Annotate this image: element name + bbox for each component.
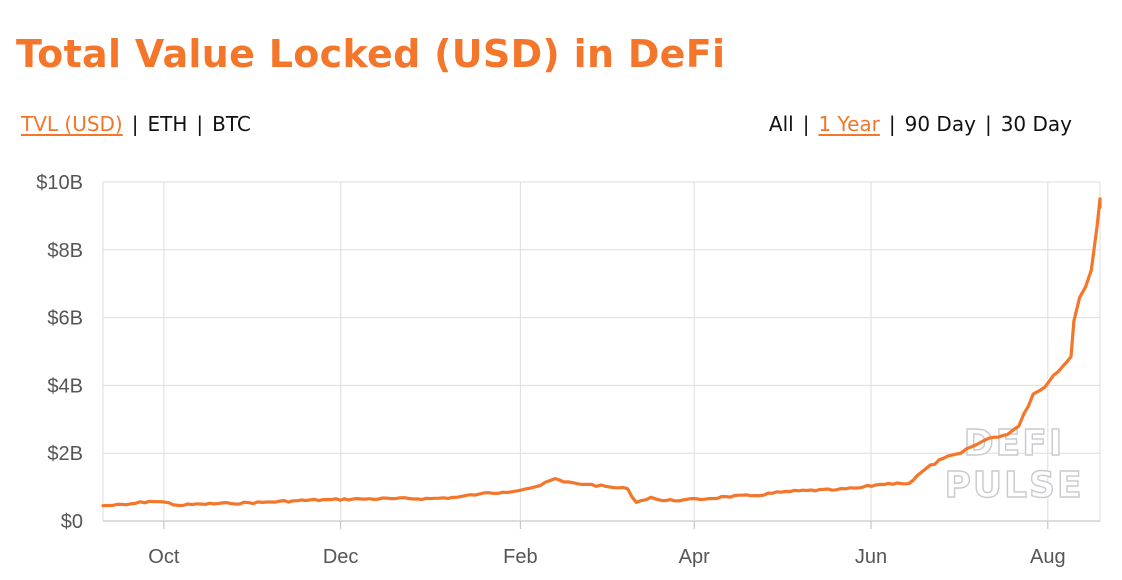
y-tick-label: $4B: [47, 375, 83, 397]
y-tick-label: $8B: [47, 240, 83, 262]
x-tick-label: Feb: [503, 546, 537, 568]
range-separator: |: [888, 112, 896, 136]
range-toggle: All | 1 Year | 90 Day | 30 Day: [769, 112, 1072, 136]
range-option-90-day[interactable]: 90 Day: [904, 112, 976, 136]
y-tick-label: $6B: [47, 308, 83, 330]
chart-grid: [102, 181, 1101, 529]
range-separator: |: [802, 112, 810, 136]
metric-option-tvl-usd[interactable]: TVL (USD): [21, 112, 123, 136]
y-tick-label: $2B: [47, 443, 83, 465]
x-tick-label: Dec: [323, 546, 359, 568]
range-option-all[interactable]: All: [768, 112, 794, 136]
range-separator: |: [984, 112, 992, 136]
y-tick-label: $0: [61, 511, 83, 533]
metric-toggle: TVL (USD) | ETH | BTC: [21, 112, 251, 136]
range-option-30-day[interactable]: 30 Day: [1000, 112, 1072, 136]
y-axis-ticks: $0 $2B $4B $6B $8B $10B: [36, 172, 83, 533]
watermark-line: PULSE: [944, 465, 1083, 506]
x-tick-label: Jun: [855, 546, 887, 568]
metric-option-eth[interactable]: ETH: [147, 112, 188, 136]
metric-separator: |: [131, 112, 139, 136]
x-tick-label: Aug: [1030, 546, 1066, 568]
range-option-1-year[interactable]: 1 Year: [818, 112, 880, 136]
metric-option-btc[interactable]: BTC: [212, 112, 251, 136]
metric-separator: |: [196, 112, 204, 136]
page-title: Total Value Locked (USD) in DeFi: [16, 32, 726, 76]
y-tick-label: $10B: [36, 172, 83, 194]
series-layer: [101, 197, 1102, 508]
x-tick-label: Oct: [148, 546, 180, 568]
x-tick-label: Apr: [679, 546, 710, 568]
tvl-series-line: [101, 197, 1102, 508]
x-axis-ticks: Oct Dec Feb Apr Jun Aug: [148, 546, 1065, 568]
